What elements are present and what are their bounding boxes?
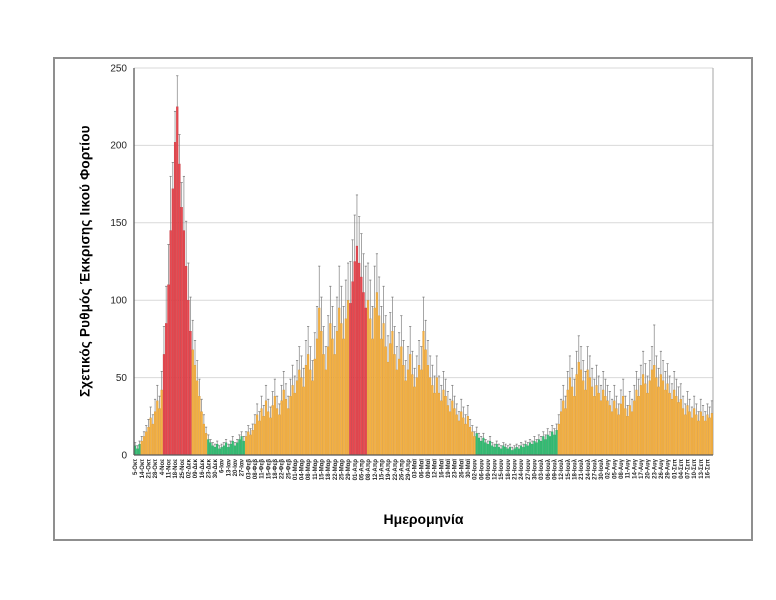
svg-text:12-Ιουν: 12-Ιουν — [493, 458, 499, 479]
svg-text:18-Φεβ: 18-Φεβ — [273, 459, 279, 479]
svg-text:09-Ιουν: 09-Ιουν — [486, 458, 492, 479]
x-axis-title: Ημερομηνία — [383, 511, 464, 527]
svg-text:01-Σεπ: 01-Σεπ — [672, 459, 678, 479]
svg-text:26-Μαϊ: 26-Μαϊ — [459, 459, 465, 478]
svg-text:26-Απρ: 26-Απρ — [399, 459, 405, 481]
svg-text:24-Ιουλ: 24-Ιουλ — [586, 458, 592, 479]
svg-text:06-Ιουν: 06-Ιουν — [479, 458, 485, 479]
svg-text:30-Ιουλ: 30-Ιουλ — [599, 458, 605, 479]
svg-text:03-Μαϊ: 03-Μαϊ — [413, 459, 419, 478]
chart-frame: Σχετικός Ρυθμός Έκκρισης Ιικού Φορτίου 0… — [53, 57, 753, 541]
svg-text:06-Ιουλ: 06-Ιουλ — [546, 458, 552, 479]
svg-text:03-Φεβ: 03-Φεβ — [246, 459, 252, 479]
svg-text:12-Απρ: 12-Απρ — [373, 459, 379, 481]
svg-text:19-Μαϊ: 19-Μαϊ — [446, 459, 452, 478]
svg-text:13-Σεπ: 13-Σεπ — [699, 459, 705, 479]
svg-text:200: 200 — [110, 141, 127, 152]
svg-text:23-Δεκ: 23-Δεκ — [206, 458, 212, 478]
svg-text:27-Ιουν: 27-Ιουν — [526, 458, 532, 479]
svg-text:30-Ιουν: 30-Ιουν — [533, 458, 539, 479]
svg-text:15-Μαρ: 15-Μαρ — [320, 459, 326, 480]
svg-text:08-Φεβ: 08-Φεβ — [253, 459, 259, 479]
svg-text:04-Μαρ: 04-Μαρ — [300, 459, 306, 480]
svg-text:21-Ιουν: 21-Ιουν — [513, 458, 519, 479]
svg-text:100: 100 — [110, 296, 127, 307]
svg-text:09-Δεκ: 09-Δεκ — [193, 458, 199, 478]
svg-text:18-Ιουν: 18-Ιουν — [506, 458, 512, 479]
svg-text:23-Αυγ: 23-Αυγ — [652, 458, 658, 478]
svg-text:05-Αυγ: 05-Αυγ — [612, 458, 618, 478]
svg-text:22-Μαρ: 22-Μαρ — [333, 459, 339, 480]
svg-text:12-Μαϊ: 12-Μαϊ — [433, 459, 439, 478]
svg-text:07-Σεπ: 07-Σεπ — [686, 459, 692, 479]
svg-text:02-Ιουν: 02-Ιουν — [473, 458, 479, 479]
svg-text:02-Αυγ: 02-Αυγ — [606, 458, 612, 478]
svg-text:20-Αυγ: 20-Αυγ — [646, 458, 652, 478]
svg-text:15-Απρ: 15-Απρ — [379, 459, 385, 481]
svg-text:11-Αυγ: 11-Αυγ — [626, 458, 632, 478]
svg-text:0: 0 — [121, 450, 127, 461]
svg-text:22-Απρ: 22-Απρ — [393, 459, 399, 481]
svg-text:01-Απρ: 01-Απρ — [353, 459, 359, 481]
svg-text:16-Σεπ: 16-Σεπ — [706, 459, 712, 479]
bar-chart-canvas: 0 50 100 150 200 250 5-Οκτ 14-Οκτ 21-Οκτ 28-Οκτ 4-… — [110, 63, 714, 481]
svg-text:4-Νοε: 4-Νοε — [160, 459, 166, 475]
svg-text:250: 250 — [110, 63, 127, 74]
svg-text:09-Μαϊ: 09-Μαϊ — [426, 459, 432, 478]
svg-text:20-Ιαν: 20-Ιαν — [233, 458, 239, 476]
svg-text:29-Αυγ: 29-Αυγ — [666, 458, 672, 478]
svg-text:11-Νοε: 11-Νοε — [166, 459, 172, 478]
svg-text:5-Οκτ: 5-Οκτ — [133, 459, 139, 475]
svg-text:01-Μαρ: 01-Μαρ — [293, 459, 299, 480]
svg-text:50: 50 — [116, 373, 128, 384]
svg-text:30-Μαϊ: 30-Μαϊ — [466, 459, 472, 478]
svg-text:15-Ιουλ: 15-Ιουλ — [566, 458, 572, 479]
svg-text:14-Οκτ: 14-Οκτ — [140, 459, 146, 479]
svg-text:27-Ιουλ: 27-Ιουλ — [592, 458, 598, 479]
svg-text:09-Ιουλ: 09-Ιουλ — [552, 458, 558, 479]
svg-text:6-Ιαν: 6-Ιαν — [220, 458, 226, 473]
svg-text:25-Νοε: 25-Νοε — [180, 459, 186, 479]
svg-text:13-Ιαν: 13-Ιαν — [226, 458, 232, 476]
svg-text:05-Απρ: 05-Απρ — [359, 459, 365, 481]
svg-text:02-Δεκ: 02-Δεκ — [186, 458, 192, 478]
svg-text:21-Οκτ: 21-Οκτ — [147, 459, 153, 479]
svg-text:21-Ιουλ: 21-Ιουλ — [579, 458, 585, 479]
svg-text:18-Ιουλ: 18-Ιουλ — [572, 458, 578, 479]
svg-text:29-Μαρ: 29-Μαρ — [346, 459, 352, 480]
svg-text:150: 150 — [110, 218, 127, 229]
svg-text:12-Ιουλ: 12-Ιουλ — [559, 458, 565, 479]
svg-text:11-Φεβ: 11-Φεβ — [260, 459, 266, 479]
svg-text:06-Μαϊ: 06-Μαϊ — [419, 459, 425, 478]
svg-text:30-Δεκ: 30-Δεκ — [213, 458, 219, 478]
svg-text:08-Απρ: 08-Απρ — [366, 459, 372, 481]
svg-text:08-Μαρ: 08-Μαρ — [306, 459, 312, 480]
svg-text:16-Δεκ: 16-Δεκ — [200, 458, 206, 478]
svg-text:10-Σεπ: 10-Σεπ — [692, 459, 698, 479]
svg-text:25-Μαρ: 25-Μαρ — [340, 459, 346, 480]
svg-text:03-Ιουλ: 03-Ιουλ — [539, 458, 545, 479]
svg-text:04-Σεπ: 04-Σεπ — [679, 459, 685, 479]
svg-text:22-Φεβ: 22-Φεβ — [280, 459, 286, 479]
svg-text:08-Αυγ: 08-Αυγ — [619, 458, 625, 478]
svg-text:24-Ιουν: 24-Ιουν — [519, 458, 525, 479]
svg-text:15-Ιουν: 15-Ιουν — [499, 458, 505, 479]
svg-text:15-Φεβ: 15-Φεβ — [266, 459, 272, 479]
svg-text:11-Μαρ: 11-Μαρ — [313, 459, 319, 480]
svg-text:25-Φεβ: 25-Φεβ — [286, 459, 292, 479]
svg-text:26-Αυγ: 26-Αυγ — [659, 458, 665, 478]
svg-text:29-Απρ: 29-Απρ — [406, 459, 412, 481]
svg-text:28-Οκτ: 28-Οκτ — [153, 459, 159, 479]
svg-text:18-Νοε: 18-Νοε — [173, 459, 179, 479]
svg-text:16-Μαϊ: 16-Μαϊ — [439, 459, 445, 478]
svg-text:17-Αυγ: 17-Αυγ — [639, 458, 645, 478]
svg-text:18-Μαρ: 18-Μαρ — [326, 459, 332, 480]
svg-text:27-Ιαν: 27-Ιαν — [240, 458, 246, 476]
svg-text:19-Απρ: 19-Απρ — [386, 459, 392, 481]
svg-text:14-Αυγ: 14-Αυγ — [632, 458, 638, 478]
svg-text:23-Μαϊ: 23-Μαϊ — [453, 459, 459, 478]
